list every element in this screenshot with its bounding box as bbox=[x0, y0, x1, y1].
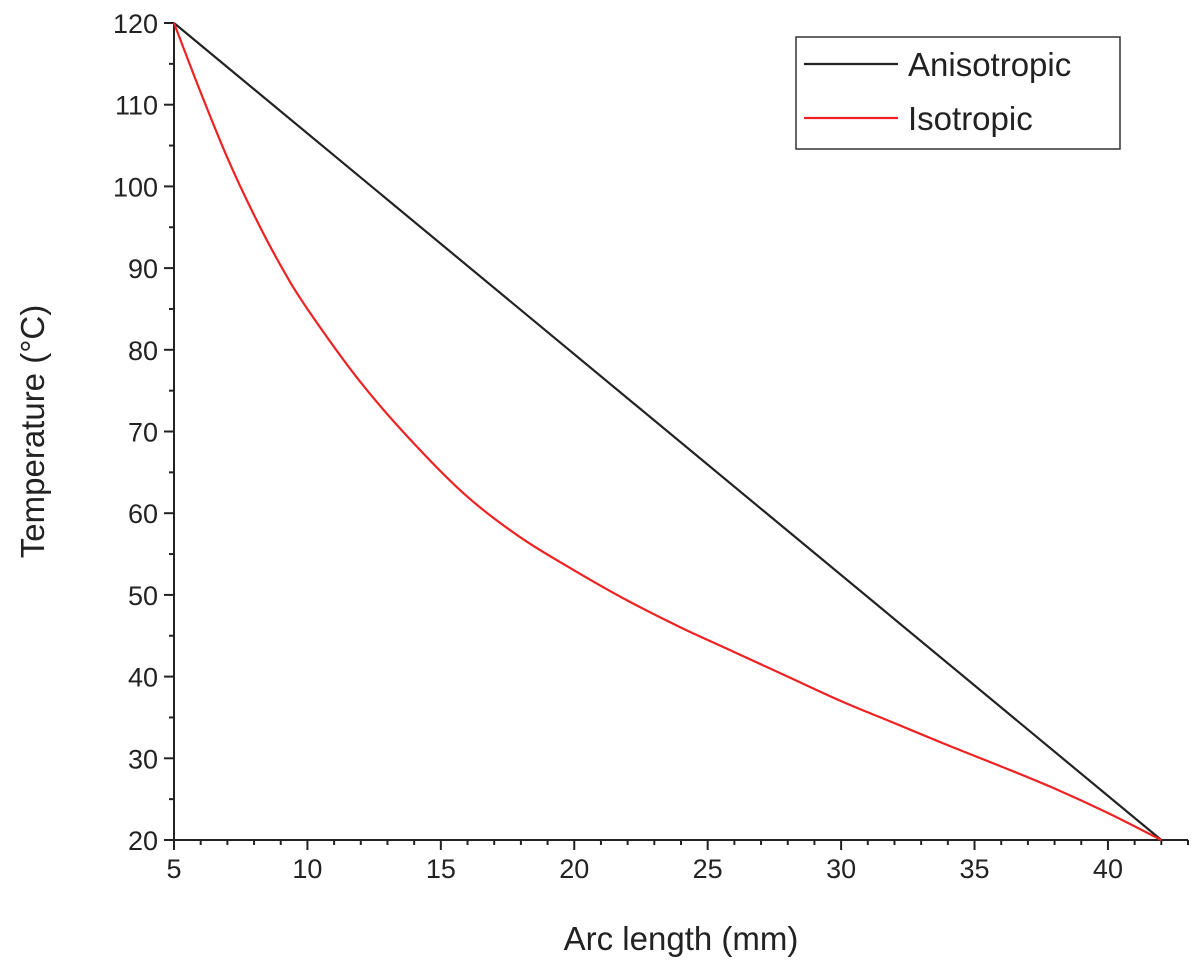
legend-label: Isotropic bbox=[908, 100, 1033, 137]
y-axis-label: Temperature (°C) bbox=[14, 305, 51, 558]
y-tick-label: 60 bbox=[128, 499, 158, 529]
series-line-isotropic bbox=[172, 22, 1162, 841]
x-tick-label: 10 bbox=[292, 854, 322, 884]
y-tick-label: 70 bbox=[128, 418, 158, 448]
legend-label: Anisotropic bbox=[908, 46, 1071, 83]
y-axis-ticks: 20 30 40 50 60 70 80 90 100 110 120 bbox=[113, 9, 174, 856]
x-tick-label: 25 bbox=[693, 854, 723, 884]
x-tick-label: 20 bbox=[559, 854, 589, 884]
x-tick-label: 30 bbox=[826, 854, 856, 884]
x-tick-label: 15 bbox=[426, 854, 456, 884]
series-line-anisotropic bbox=[173, 22, 1163, 841]
y-tick-label: 90 bbox=[128, 254, 158, 284]
y-tick-label: 20 bbox=[128, 826, 158, 856]
y-tick-label: 50 bbox=[128, 581, 158, 611]
legend: Anisotropic Isotropic bbox=[795, 36, 1121, 150]
x-tick-label: 35 bbox=[960, 854, 990, 884]
x-tick-label: 5 bbox=[166, 854, 181, 884]
y-tick-label: 100 bbox=[113, 172, 158, 202]
series-layer bbox=[172, 22, 1163, 841]
y-tick-label: 110 bbox=[115, 91, 158, 121]
legend-box bbox=[795, 36, 1121, 150]
y-tick-label: 40 bbox=[128, 663, 158, 693]
x-tick-label: 40 bbox=[1093, 854, 1123, 884]
x-axis-label: Arc length (mm) bbox=[564, 920, 799, 957]
y-tick-label: 120 bbox=[113, 9, 158, 39]
y-tick-label: 30 bbox=[128, 744, 158, 774]
x-axis-ticks: 5 10 15 20 25 30 35 40 bbox=[166, 840, 1189, 884]
y-tick-label: 80 bbox=[128, 336, 158, 366]
